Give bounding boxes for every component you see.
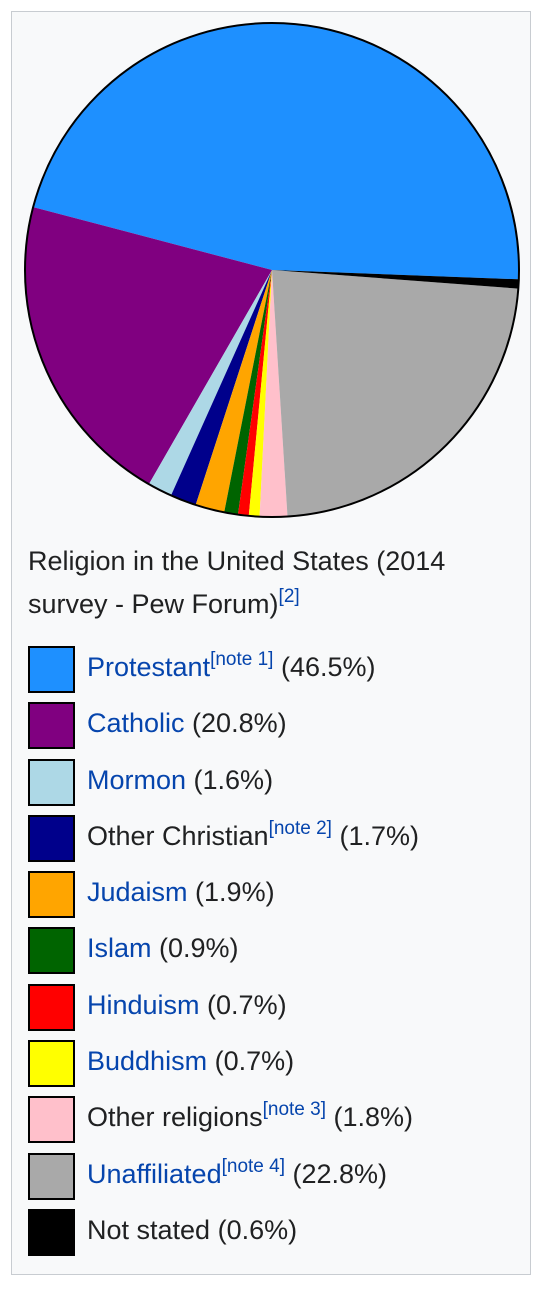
- legend-swatch: [28, 927, 75, 975]
- legend-swatch: [28, 758, 75, 806]
- legend-label[interactable]: Islam: [87, 933, 152, 964]
- legend-label[interactable]: Judaism: [87, 877, 188, 908]
- legend-swatch: [28, 646, 75, 693]
- legend-item: Islam (0.9%): [28, 925, 528, 981]
- legend-label[interactable]: Catholic: [87, 708, 185, 739]
- legend-label: Other religions: [87, 1102, 263, 1133]
- pie-slice-unaffiliated: [272, 270, 519, 517]
- chart-legend: Protestant[note 1] (46.5%) Catholic (20.8…: [28, 644, 528, 1263]
- pie-slice-buddhism: [248, 270, 272, 517]
- legend-label[interactable]: Unaffiliated: [87, 1158, 222, 1189]
- legend-item: Catholic (20.8%): [28, 700, 528, 756]
- legend-text: Hinduism (0.7%): [87, 982, 287, 1028]
- caption-text: Religion in the United States (2014 surv…: [28, 546, 446, 619]
- pie-outline: [24, 22, 520, 518]
- legend-label: Other Christian: [87, 820, 269, 851]
- legend-note-link[interactable]: [note 2]: [268, 817, 332, 839]
- legend-item: Mormon (1.6%): [28, 757, 528, 813]
- pie-chart: [24, 22, 520, 518]
- legend-value: (1.7%): [331, 820, 419, 851]
- legend-item: Hinduism (0.7%): [28, 982, 528, 1038]
- legend-item: Buddhism (0.7%): [28, 1038, 528, 1094]
- legend-value: (46.5%): [273, 652, 376, 682]
- legend-text: Judaism (1.9%): [87, 869, 275, 915]
- legend-value: (0.6%): [210, 1214, 298, 1245]
- legend-text: Islam (0.9%): [87, 925, 239, 971]
- legend-value: (0.7%): [199, 989, 287, 1020]
- legend-label[interactable]: Mormon: [87, 764, 187, 795]
- legend-value: (20.8%): [184, 708, 287, 739]
- pie-slice-islam: [224, 270, 272, 515]
- legend-swatch: [28, 702, 75, 750]
- pie-slice-not-stated: [272, 270, 519, 289]
- chart-caption: Religion in the United States (2014 surv…: [28, 540, 518, 626]
- legend-swatch: [28, 1040, 75, 1088]
- pie-slice-mormon: [148, 270, 272, 496]
- legend-swatch: [28, 983, 75, 1031]
- pie-slice-judaism: [195, 270, 272, 513]
- legend-value: (22.8%): [284, 1158, 388, 1189]
- legend-swatch: [28, 1208, 75, 1256]
- legend-value: (1.6%): [186, 764, 274, 795]
- legend-note-link[interactable]: [note 4]: [221, 1155, 285, 1177]
- pie-slice-catholic: [24, 207, 272, 485]
- pie-slice-protestant: [33, 22, 519, 280]
- legend-text: Other religions[note 3] (1.8%): [87, 1094, 413, 1140]
- legend-value: (0.7%): [207, 1046, 295, 1077]
- legend-item: Unaffiliated[note 4] (22.8%): [28, 1151, 528, 1207]
- legend-note-link[interactable]: [note 3]: [262, 1099, 326, 1121]
- legend-value: (1.8%): [325, 1102, 414, 1133]
- legend-note-link[interactable]: [note 1]: [210, 649, 274, 670]
- legend-swatch: [28, 814, 75, 862]
- caption-reference-link[interactable]: [2]: [278, 586, 300, 607]
- legend-text: Unaffiliated[note 4] (22.8%): [87, 1151, 387, 1197]
- legend-swatch: [28, 1096, 75, 1144]
- legend-label[interactable]: Hinduism: [87, 989, 200, 1020]
- legend-swatch: [28, 871, 75, 919]
- legend-label[interactable]: Buddhism: [87, 1046, 208, 1077]
- legend-value: (1.9%): [187, 877, 275, 908]
- legend-swatch: [28, 1152, 75, 1200]
- legend-value: (0.9%): [151, 933, 239, 964]
- legend-label: Not stated: [87, 1214, 211, 1245]
- pie-slice-hinduism: [237, 270, 272, 516]
- legend-item: Other Christian[note 2] (1.7%): [28, 813, 528, 869]
- legend-item: Protestant[note 1] (46.5%): [28, 644, 528, 700]
- pie-slice-other-christian: [171, 270, 272, 505]
- legend-text: Buddhism (0.7%): [87, 1038, 294, 1084]
- legend-item: Other religions[note 3] (1.8%): [28, 1094, 528, 1150]
- legend-text: Catholic (20.8%): [87, 700, 287, 746]
- legend-text: Mormon (1.6%): [87, 757, 273, 803]
- legend-text: Not stated (0.6%): [87, 1207, 297, 1253]
- legend-text: Protestant[note 1] (46.5%): [87, 644, 376, 690]
- legend-text: Other Christian[note 2] (1.7%): [87, 813, 419, 859]
- legend-item: Not stated (0.6%): [28, 1207, 528, 1263]
- pie-slice-other-religions: [259, 270, 288, 517]
- legend-label[interactable]: Protestant: [87, 652, 211, 682]
- legend-item: Judaism (1.9%): [28, 869, 528, 925]
